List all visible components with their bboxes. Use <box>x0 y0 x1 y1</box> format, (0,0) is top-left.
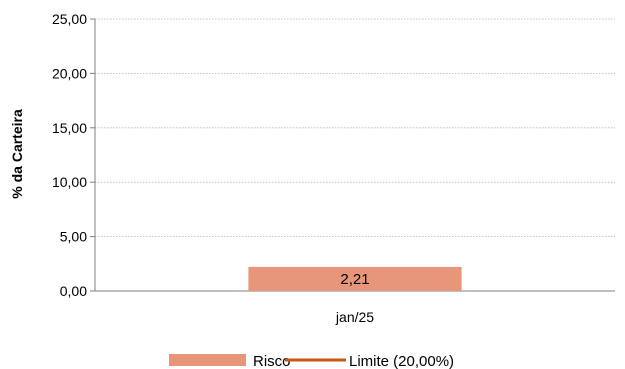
legend-label-limite: Limite (20,00%) <box>349 353 454 369</box>
y-tick-label: 25,00 <box>52 11 87 27</box>
y-tick-label: 5,00 <box>60 229 87 245</box>
y-tick-label: 10,00 <box>52 174 87 190</box>
legend-swatch-risco <box>169 354 246 366</box>
y-tick-labels: 0,00 5,00 10,00 15,00 20,00 25,00 <box>52 11 95 299</box>
legend-label-risco: Risco <box>253 353 291 369</box>
legend: Risco Limite (20,00%) <box>169 353 454 369</box>
gridlines <box>95 18 615 238</box>
y-tick-label: 20,00 <box>52 65 87 81</box>
bar-value-label: 2,21 <box>340 271 369 288</box>
x-tick-label: jan/25 <box>335 309 374 325</box>
x-tick-labels: jan/25 <box>335 309 374 325</box>
bars: 2,21 <box>248 266 462 291</box>
bar-risco <box>248 266 462 291</box>
y-tick-label: 15,00 <box>52 120 87 136</box>
y-axis-label: % da Carteira <box>9 109 25 199</box>
y-tick-label: 0,00 <box>60 283 87 299</box>
